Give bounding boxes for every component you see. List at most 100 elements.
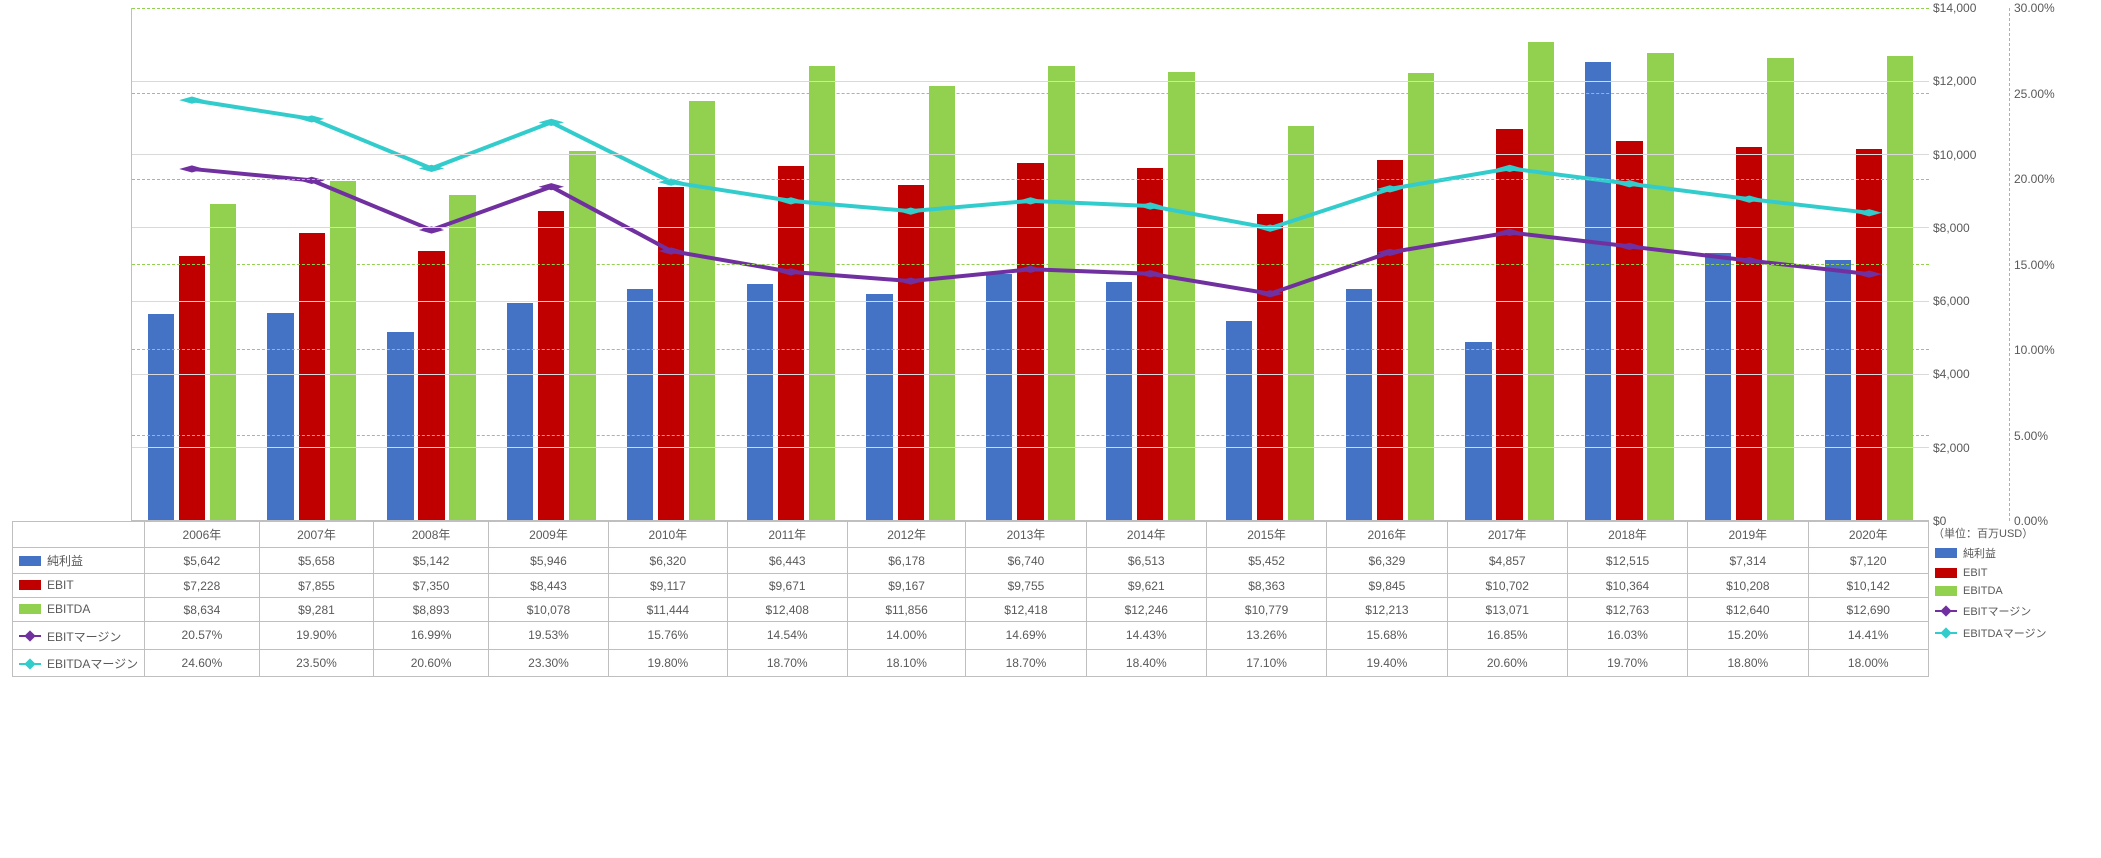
cell-ebit: $10,702 [1447,574,1567,598]
cell-ebitdam: 18.00% [1808,649,1929,677]
cell-ebitm: 13.26% [1206,622,1326,650]
legend-swatch-ebitm [19,635,41,637]
legend-swatch-ebit-r [1935,568,1957,578]
cell-ebitda: $11,444 [609,598,727,622]
line-ebitdam [192,100,1869,228]
right-legend-item-ebitda: EBITDA [1935,585,2089,597]
legend-label: EBITマージン [47,628,121,645]
cell-ebit: $9,117 [609,574,727,598]
y-tick-usd: $12,000 [1933,74,1976,88]
cell-net: $12,515 [1567,548,1687,574]
legend-label-r: EBIT [1963,567,1987,579]
cell-ebitdam: 19.40% [1327,649,1447,677]
cell-ebitm: 16.85% [1447,622,1567,650]
y-tick-usd: $4,000 [1933,367,1970,381]
data-table: 2006年2007年2008年2009年2010年2011年2012年2013年… [12,521,1929,677]
y-tick-usd: $0 [1933,514,1946,528]
cell-ebitda: $12,640 [1688,598,1808,622]
cell-ebitdam: 20.60% [374,649,489,677]
row-header-ebitda: EBITDA [13,598,145,622]
cell-net: $6,443 [727,548,847,574]
cell-net: $5,142 [374,548,489,574]
cell-ebitm: 14.54% [727,622,847,650]
cell-ebitdam: 18.80% [1688,649,1808,677]
cell-ebit: $10,208 [1688,574,1808,598]
y-tick-usd: $6,000 [1933,294,1970,308]
cell-net: $6,740 [966,548,1086,574]
legend-swatch-net [19,556,41,566]
cell-ebitdam: 20.60% [1447,649,1567,677]
y-tick-pct: 30.00% [2014,1,2055,15]
right-column: （単位：百万USD） 純利益EBITEBITDAEBITマージンEBITDAマー… [1929,521,2089,677]
legend-label-r: 純利益 [1963,545,1996,561]
cell-net: $5,658 [259,548,374,574]
data-table-wrap: 2006年2007年2008年2009年2010年2011年2012年2013年… [12,521,1929,677]
right-legend-item-ebit: EBIT [1935,567,2089,579]
legend-swatch-ebitdam [19,663,41,665]
right-legend-item-net: 純利益 [1935,545,2089,561]
cell-ebitm: 19.90% [259,622,374,650]
legend-label: 純利益 [47,552,83,569]
legend-label: EBIT [47,578,74,592]
line-ebitm [192,169,1869,294]
cell-ebitdam: 18.70% [727,649,847,677]
y-tick-usd: $10,000 [1933,148,1976,162]
table-corner [13,522,145,548]
row-header-ebitm: EBITマージン [13,622,145,650]
cell-ebitda: $12,213 [1327,598,1447,622]
cell-ebitdam: 19.70% [1567,649,1687,677]
col-header: 2019年 [1688,522,1808,548]
legend-label-r: EBITDA [1963,585,2003,597]
y-tick-pct: 0.00% [2014,514,2048,528]
cell-ebitdam: 24.60% [145,649,260,677]
legend-label: EBITDA [47,602,90,616]
cell-ebitdam: 18.10% [847,649,965,677]
cell-ebitm: 14.41% [1808,622,1929,650]
cell-ebitdam: 18.70% [966,649,1086,677]
cell-ebit: $10,364 [1567,574,1687,598]
legend-swatch-ebitdam-r [1935,632,1957,634]
cell-ebitm: 14.43% [1086,622,1206,650]
col-header: 2016年 [1327,522,1447,548]
cell-ebitdam: 17.10% [1206,649,1326,677]
row-header-net: 純利益 [13,548,145,574]
col-header: 2018年 [1567,522,1687,548]
cell-ebit: $7,228 [145,574,260,598]
col-header: 2008年 [374,522,489,548]
col-header: 2012年 [847,522,965,548]
cell-ebitm: 20.57% [145,622,260,650]
col-header: 2009年 [488,522,608,548]
legend-label-r: EBITDAマージン [1963,625,2047,641]
right-y-axis-usd: $0$2,000$4,000$6,000$8,000$10,000$12,000… [1929,8,2009,521]
cell-ebitm: 14.00% [847,622,965,650]
cell-ebit: $9,845 [1327,574,1447,598]
col-header: 2013年 [966,522,1086,548]
cell-ebitdam: 19.80% [609,649,727,677]
left-y-axis [12,8,132,521]
cell-net: $5,452 [1206,548,1326,574]
legend-swatch-ebitm-r [1935,610,1957,612]
cell-ebit: $8,443 [488,574,608,598]
right-legend-item-ebitdam: EBITDAマージン [1935,625,2089,641]
plot-row: $0$2,000$4,000$6,000$8,000$10,000$12,000… [12,8,2089,521]
cell-ebit: $7,855 [259,574,374,598]
col-header: 2011年 [727,522,847,548]
y-tick-usd: $14,000 [1933,1,1976,15]
col-header: 2010年 [609,522,727,548]
cell-ebit: $9,621 [1086,574,1206,598]
plot-area [132,8,1929,521]
unit-label: （単位：百万USD） [1929,521,2089,541]
cell-net: $4,857 [1447,548,1567,574]
cell-ebitda: $11,856 [847,598,965,622]
y-tick-pct: 25.00% [2014,87,2055,101]
legend-swatch-net-r [1935,548,1957,558]
cell-ebitda: $10,779 [1206,598,1326,622]
cell-net: $6,513 [1086,548,1206,574]
cell-ebitda: $12,763 [1567,598,1687,622]
row-header-ebit: EBIT [13,574,145,598]
col-header: 2007年 [259,522,374,548]
col-header: 2017年 [1447,522,1567,548]
cell-ebitda: $8,893 [374,598,489,622]
cell-ebitda: $12,690 [1808,598,1929,622]
row-header-ebitdam: EBITDAマージン [13,649,145,677]
